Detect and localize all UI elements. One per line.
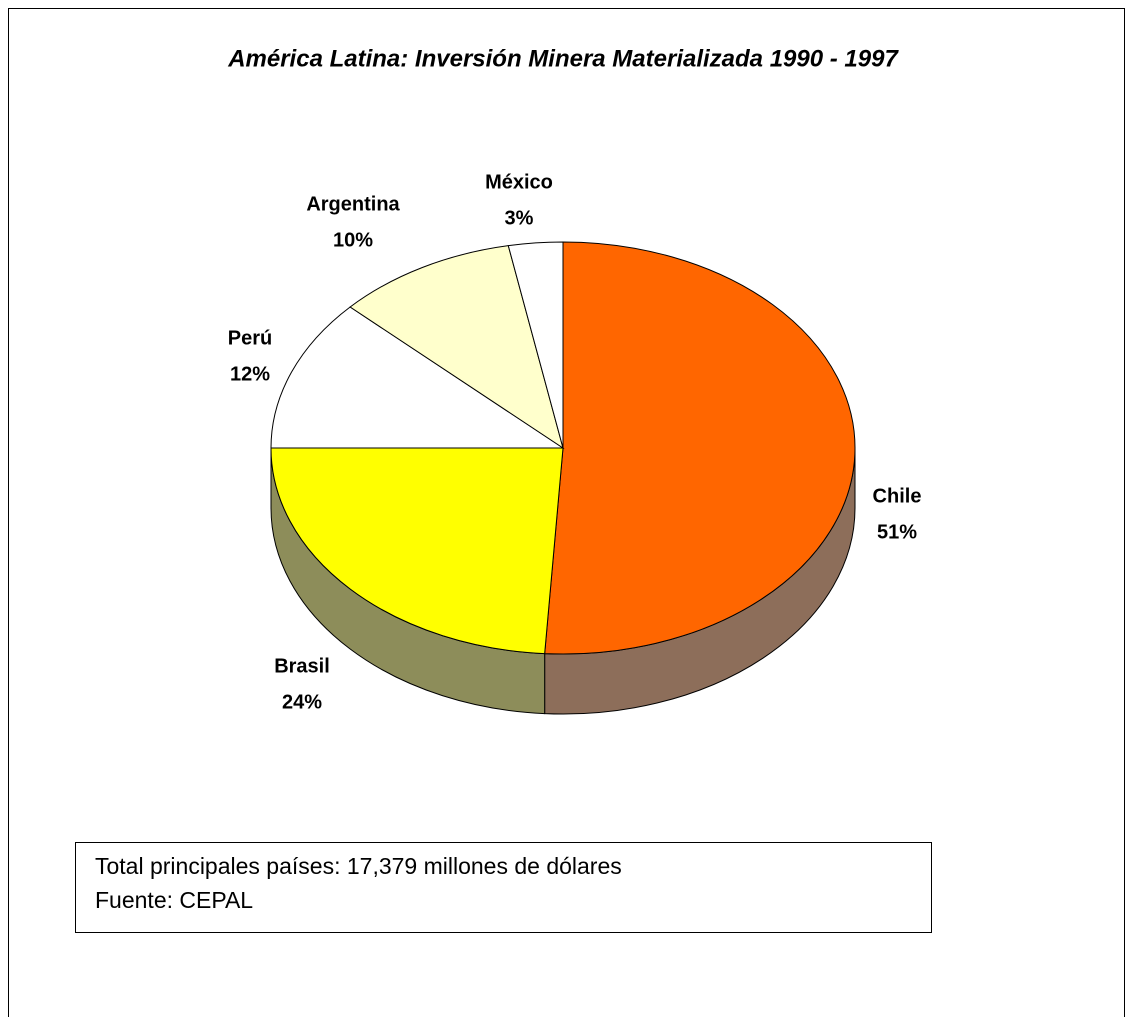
slice-label: Chile [873, 485, 922, 507]
slice [507, 241, 564, 449]
slice-value-label: 12% [230, 363, 270, 385]
slice-value-label: 10% [333, 229, 373, 251]
slice [270, 306, 565, 449]
note: Total principales países: 17,379 millone… [95, 853, 622, 879]
slice-value-label: 51% [877, 521, 917, 543]
slice [270, 447, 564, 655]
slice-label: Perú [228, 327, 272, 349]
slice-label: México [485, 171, 553, 193]
note: Fuente: CEPAL [95, 887, 253, 913]
slice-value-label: 3% [505, 207, 534, 229]
slice [349, 245, 564, 450]
note-box [75, 842, 932, 933]
chart-title: América Latina: Inversión Minera Materia… [227, 45, 899, 72]
slice-label: Brasil [274, 655, 330, 677]
slice-label: Argentina [306, 193, 400, 215]
slice [544, 241, 856, 655]
slice-value-label: 24% [282, 691, 322, 713]
